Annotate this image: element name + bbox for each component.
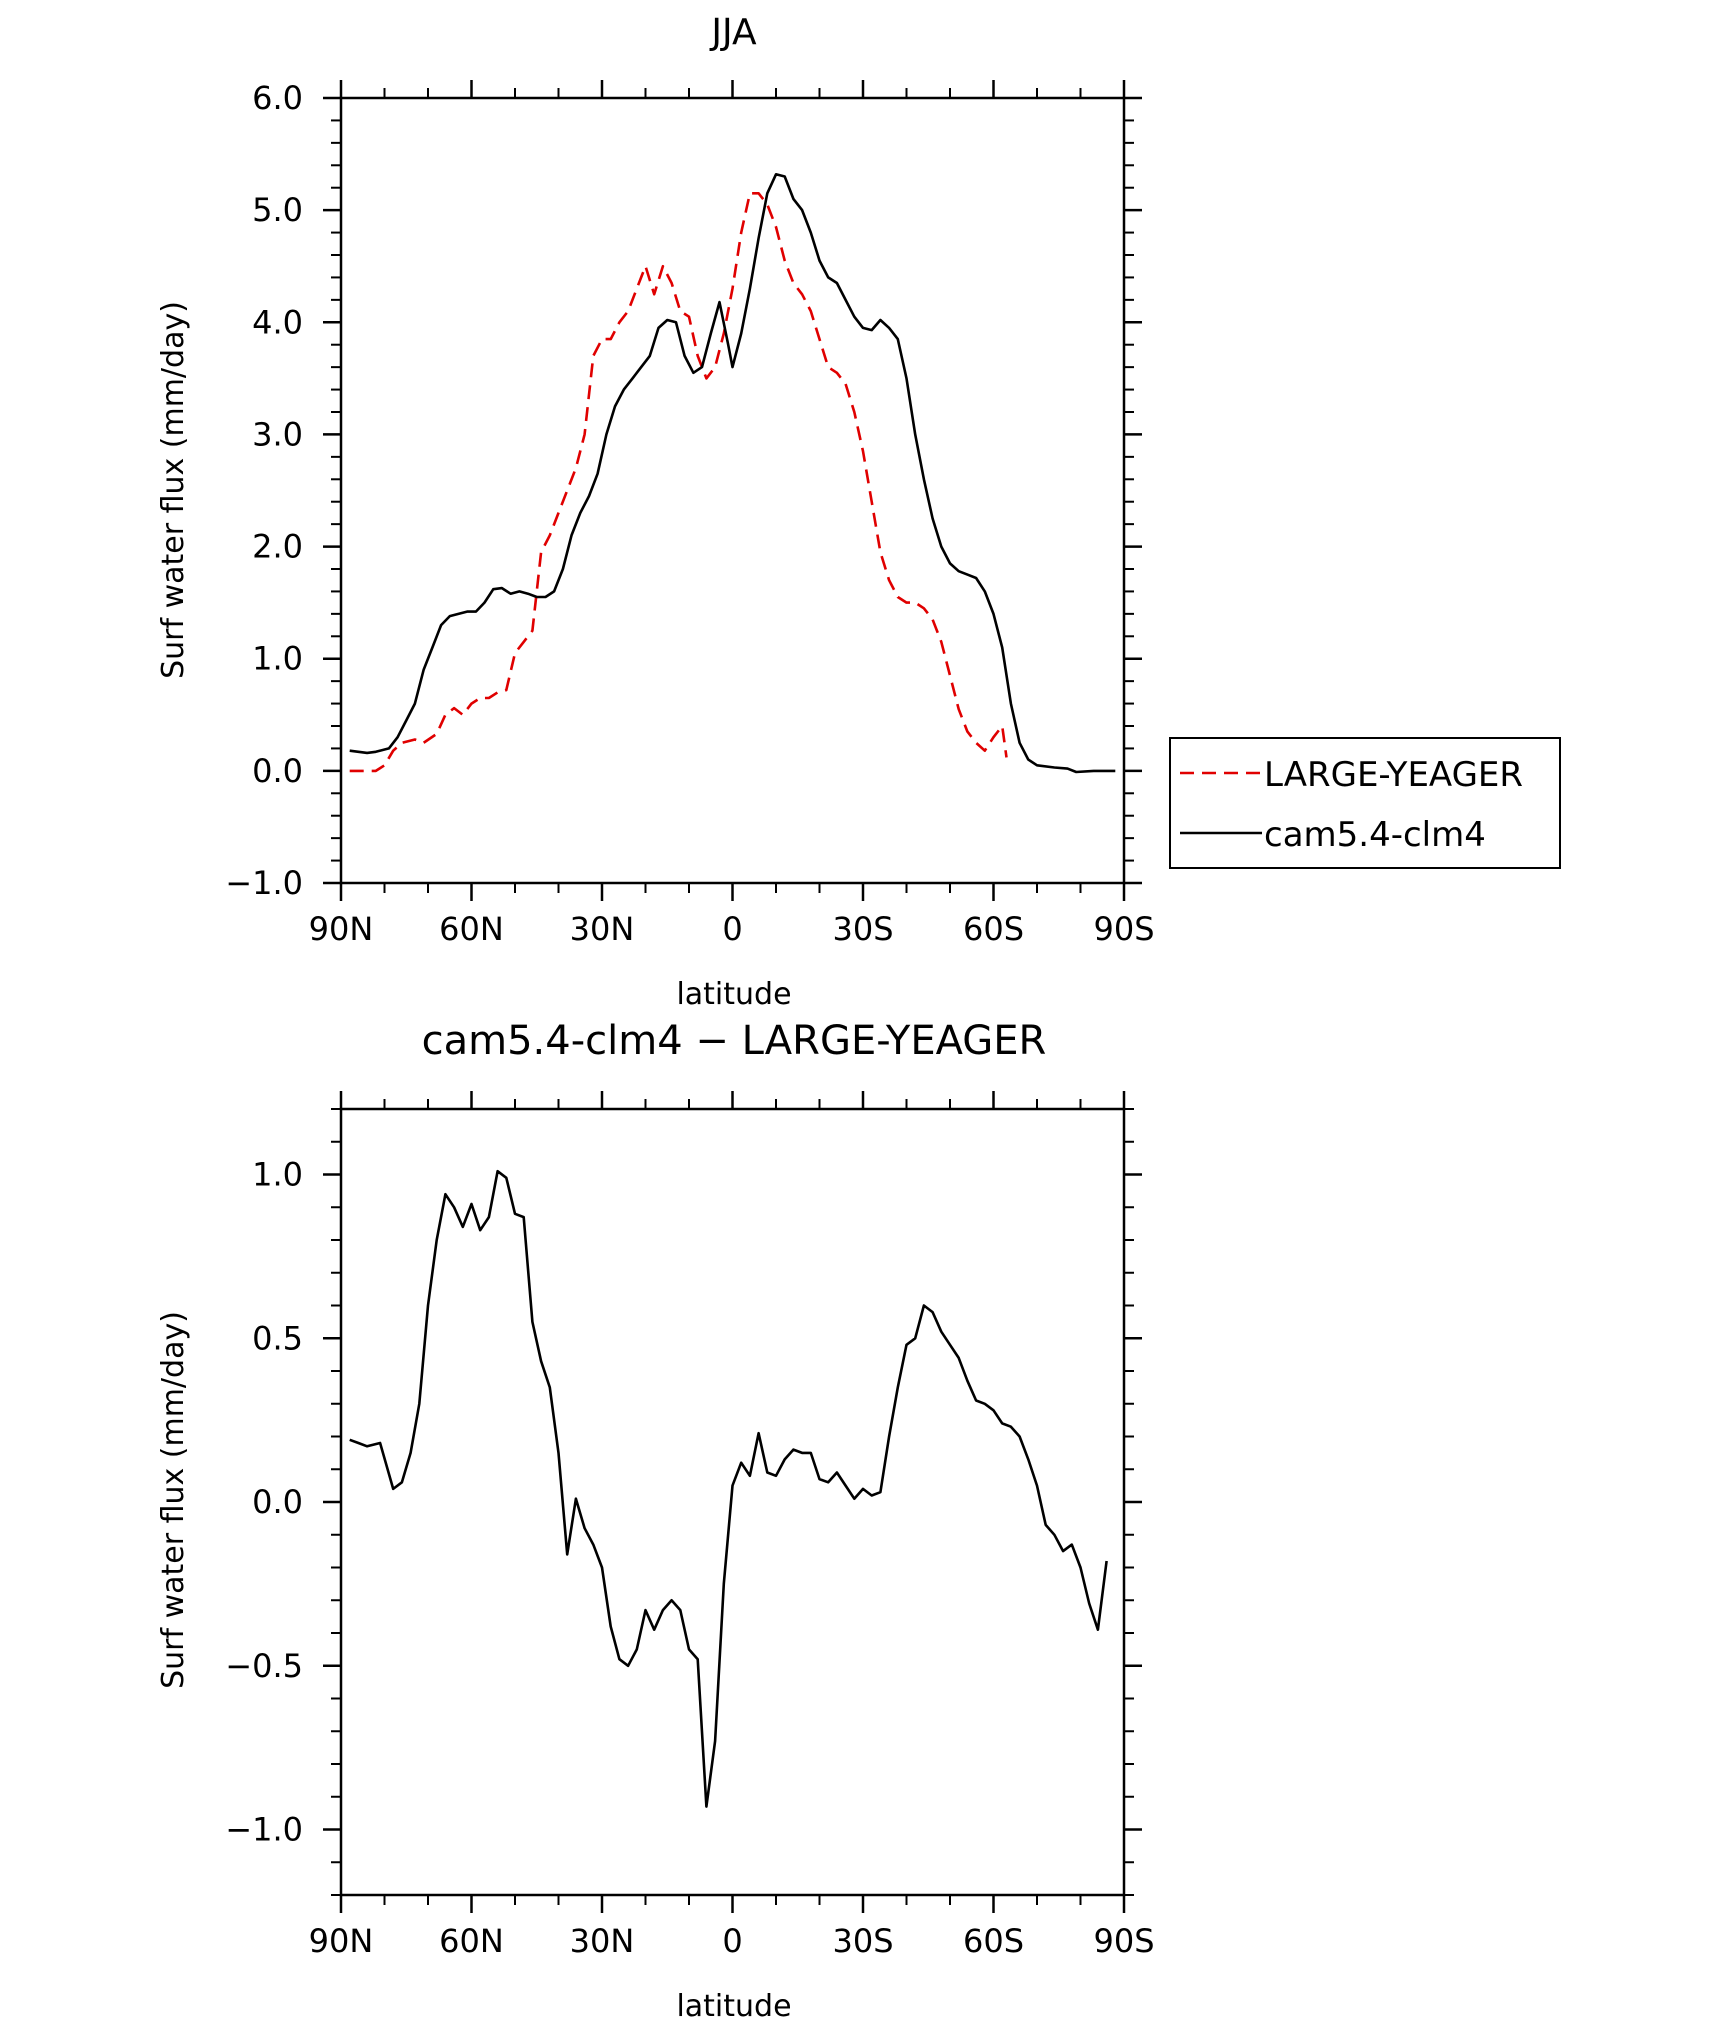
plot-frame	[339, 1107, 1126, 1897]
x-tick-label: 90S	[1093, 910, 1154, 948]
axis-ticks	[323, 80, 1142, 901]
x-tick-label: 60S	[963, 910, 1024, 948]
x-tick-label: 60S	[963, 1922, 1024, 1960]
y-tick-label: 6.0	[252, 79, 303, 117]
x-tick-label: 30N	[570, 1922, 635, 1960]
y-tick-label: 0.0	[252, 752, 303, 790]
y-tick-labels: −1.0 0.0 1.0 2.0 3.0 4.0 5.0 6.0	[225, 79, 303, 902]
legend-label-large-yeager: LARGE-YEAGER	[1264, 755, 1523, 795]
y-tick-label: 1.0	[252, 640, 303, 678]
x-tick-label: 0	[722, 910, 742, 948]
y-tick-label: 0.0	[252, 1483, 303, 1521]
chart-title: cam5.4-clm4 − LARGE-YEAGER	[422, 1018, 1047, 1064]
y-tick-label: 3.0	[252, 415, 303, 453]
x-tick-label: 30S	[832, 910, 893, 948]
plot-frame	[339, 96, 1126, 885]
x-tick-label: 90S	[1093, 1922, 1154, 1960]
chart-difference: cam5.4-clm4 − LARGE-YEAGER 90N 60N 30N 0 30S…	[156, 1018, 1155, 2024]
x-tick-label: 90N	[309, 1922, 374, 1960]
y-tick-label: −0.5	[225, 1647, 303, 1685]
y-tick-labels: −1.0 −0.5 0.0 0.5 1.0	[225, 1156, 303, 1849]
x-tick-label: 0	[722, 1922, 742, 1960]
x-tick-label: 60N	[439, 1922, 504, 1960]
x-axis-label: latitude	[676, 1989, 791, 2021]
chart-title: JJA	[709, 12, 757, 53]
chart-jja: JJA 90N 60N 30N 0 30S 60S 90S −1.0 0.0 1.0 2.0 3.0…	[156, 12, 1561, 1012]
y-tick-label: 4.0	[252, 303, 303, 341]
legend-label-cam5-clm4: cam5.4-clm4	[1264, 815, 1486, 855]
y-tick-label: 1.0	[252, 1156, 303, 1194]
x-tick-labels: 90N 60N 30N 0 30S 60S 90S	[309, 1922, 1155, 1960]
y-tick-label: 5.0	[252, 191, 303, 229]
x-tick-labels: 90N 60N 30N 0 30S 60S 90S	[309, 910, 1155, 948]
y-axis-label: Surf water flux (mm/day)	[156, 301, 191, 679]
y-tick-label: −1.0	[225, 864, 303, 902]
series-lines	[349, 1169, 1108, 1808]
y-tick-label: 0.5	[252, 1319, 303, 1357]
x-tick-label: 90N	[309, 910, 374, 948]
y-tick-label: 2.0	[252, 528, 303, 566]
x-tick-label: 60N	[439, 910, 504, 948]
axis-ticks	[323, 1091, 1142, 1913]
legend: LARGE-YEAGER cam5.4-clm4	[1169, 737, 1561, 869]
series-line-cam5-4-clm4	[349, 173, 1116, 774]
x-tick-label: 30N	[570, 910, 635, 948]
x-tick-label: 30S	[832, 1922, 893, 1960]
y-tick-label: −1.0	[225, 1811, 303, 1849]
legend-box	[1169, 737, 1561, 869]
series-lines	[349, 173, 1116, 774]
series-line-difference-0	[349, 1169, 1108, 1808]
y-axis-label: Surf water flux (mm/day)	[156, 1311, 191, 1689]
series-line-large-yeager	[349, 192, 1008, 773]
x-axis-label: latitude	[676, 977, 791, 1012]
